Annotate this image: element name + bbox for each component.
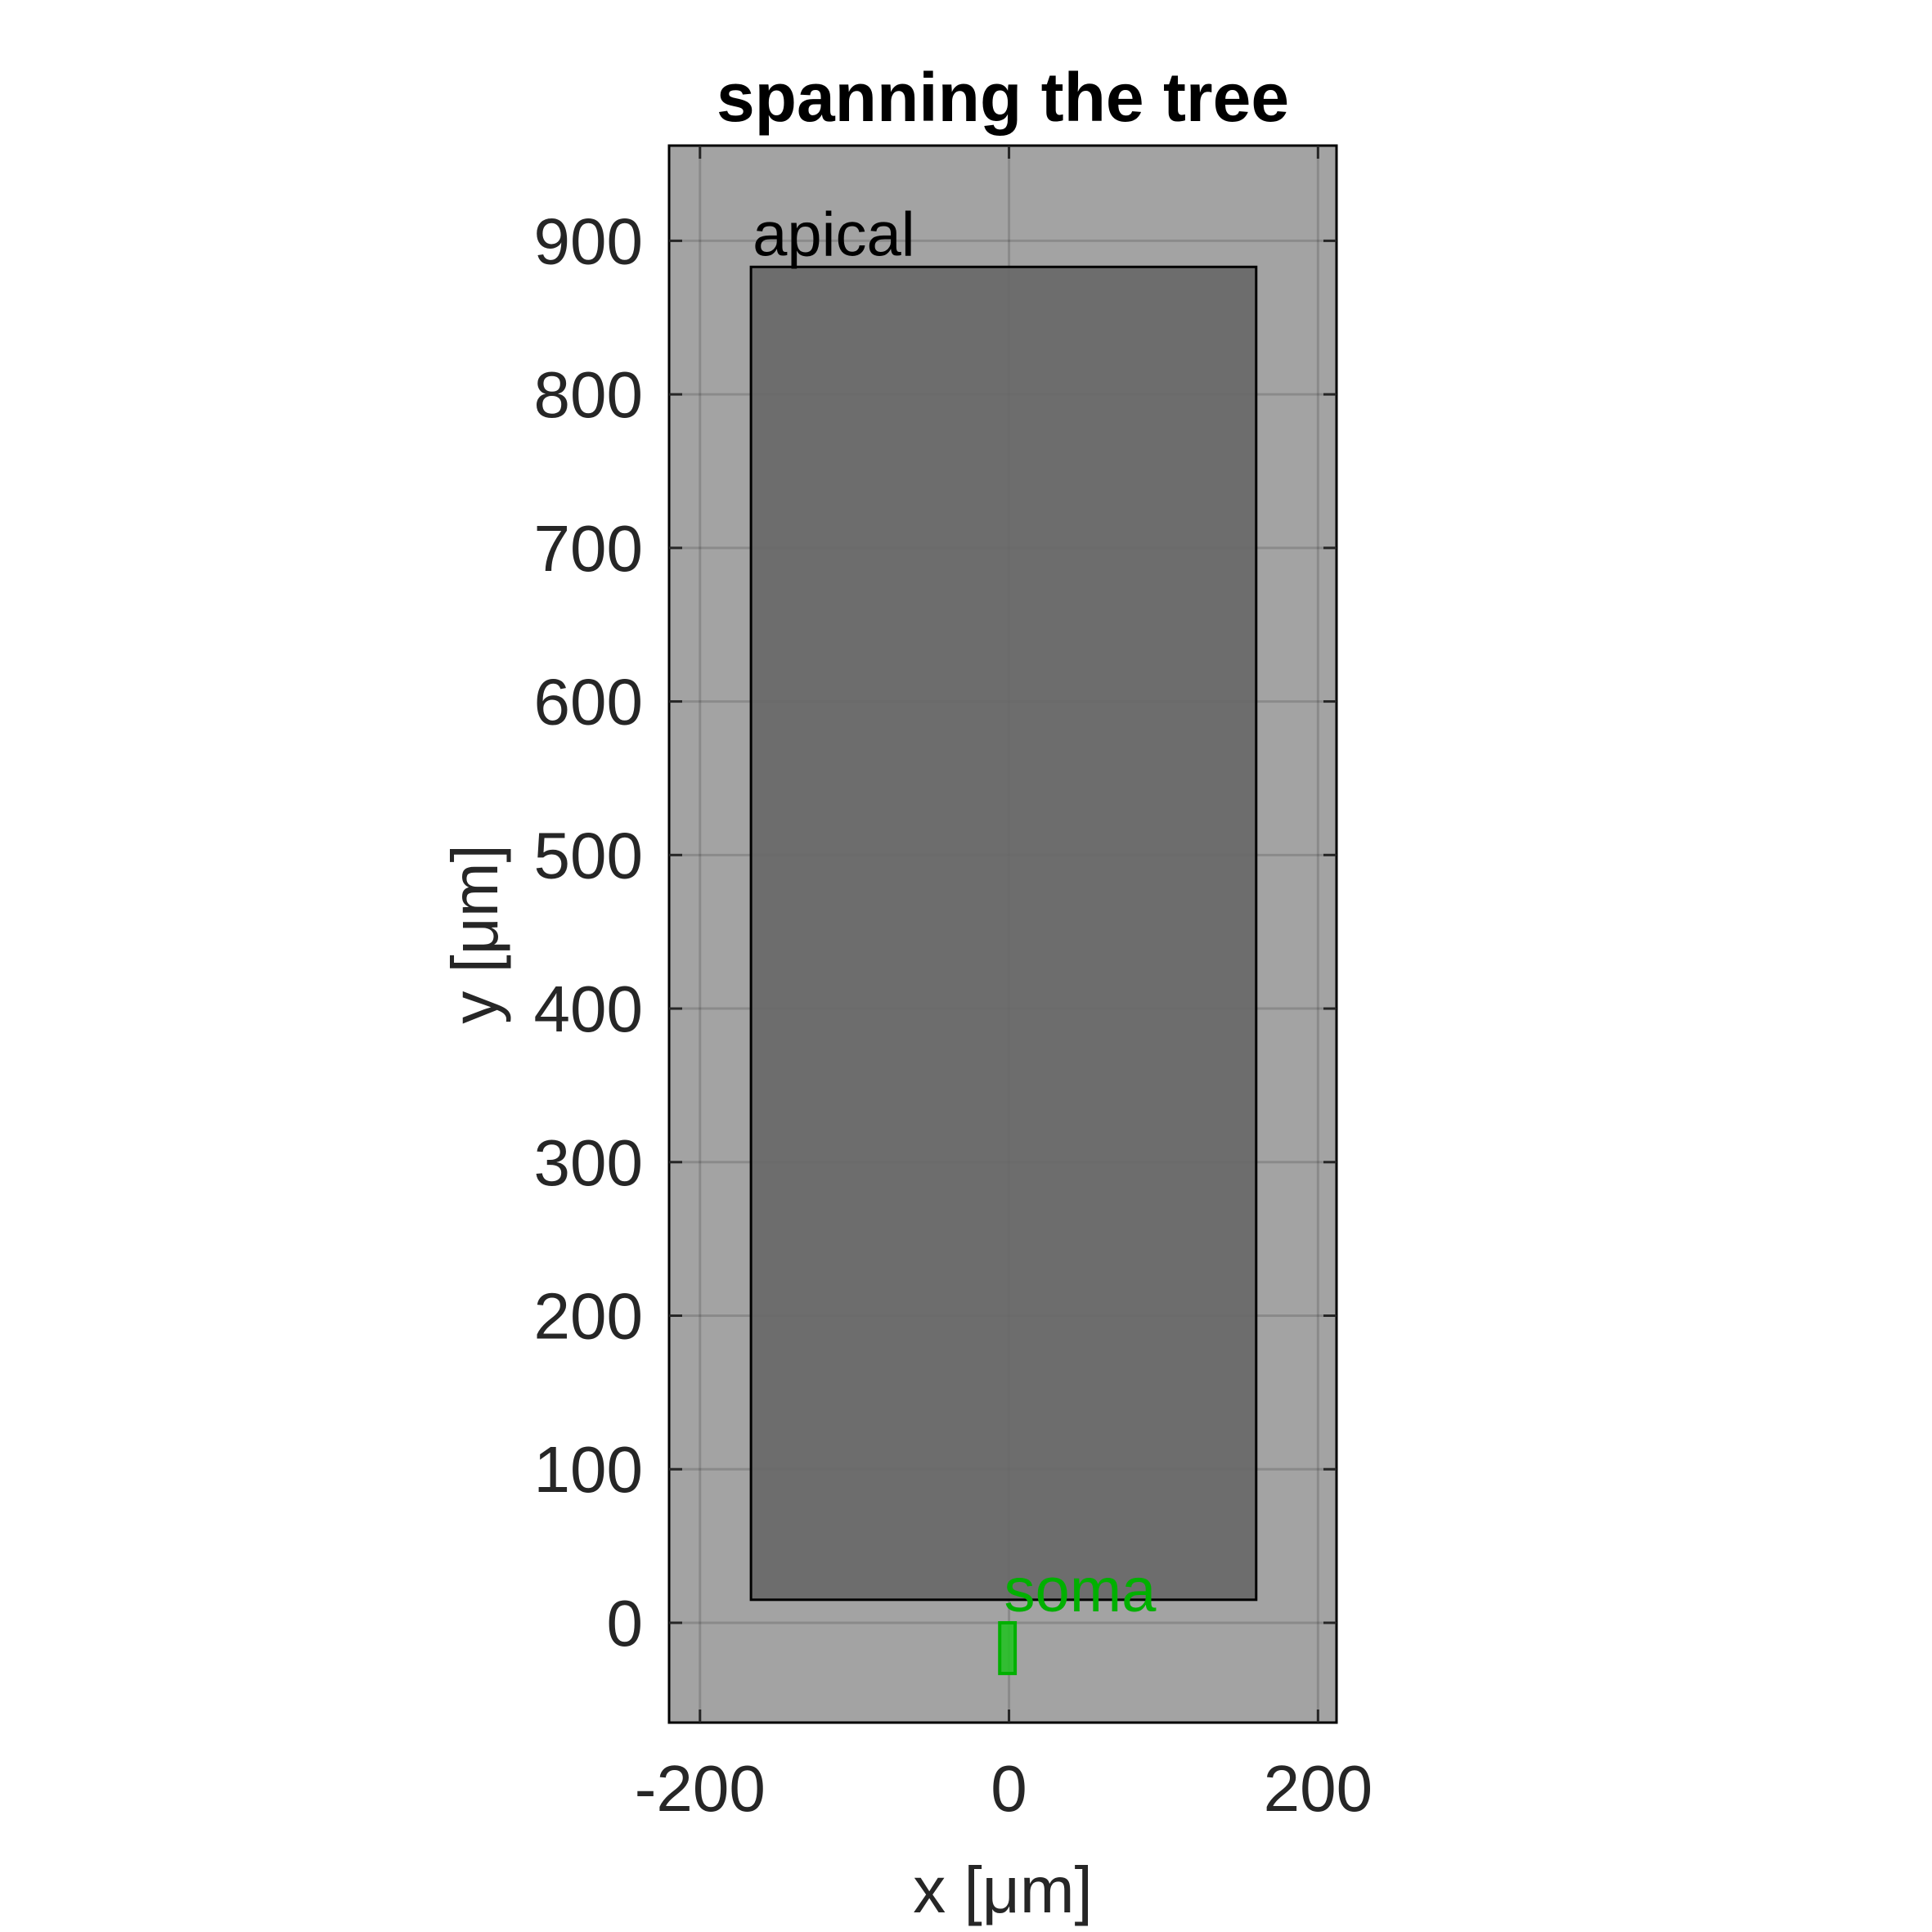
regions: apical soma [749,200,1258,1675]
x-tick-label: 0 [991,1752,1027,1825]
y-tick-label: 900 [534,204,643,277]
x-tick-label: 200 [1264,1752,1373,1825]
region-label-apical: apical [753,200,915,269]
x-tick-label: -200 [635,1752,766,1825]
y-tick-label: 800 [534,358,643,431]
y-axis-label: y [μm] [438,844,511,1023]
x-tick-labels: -200 0 200 [635,1752,1373,1825]
y-tick-label: 100 [534,1433,643,1506]
y-tick-labels: 0 100 200 300 400 500 600 700 800 900 [534,204,643,1660]
chart-title: spanning the tree [717,59,1289,136]
x-axis-label: x [μm] [913,1853,1092,1926]
plot-frame [667,144,1338,1724]
y-tick-label: 200 [534,1280,643,1353]
y-tick-label: 400 [534,973,643,1045]
region-soma [998,1620,1018,1675]
ticks [669,146,1337,1723]
y-tick-label: 0 [607,1587,644,1660]
y-tick-label: 500 [534,819,643,892]
y-tick-label: 700 [534,512,643,585]
y-tick-label: 600 [534,666,643,739]
y-tick-label: 300 [534,1126,643,1199]
region-label-soma: soma [1004,1556,1157,1625]
region-apical [749,265,1258,1602]
